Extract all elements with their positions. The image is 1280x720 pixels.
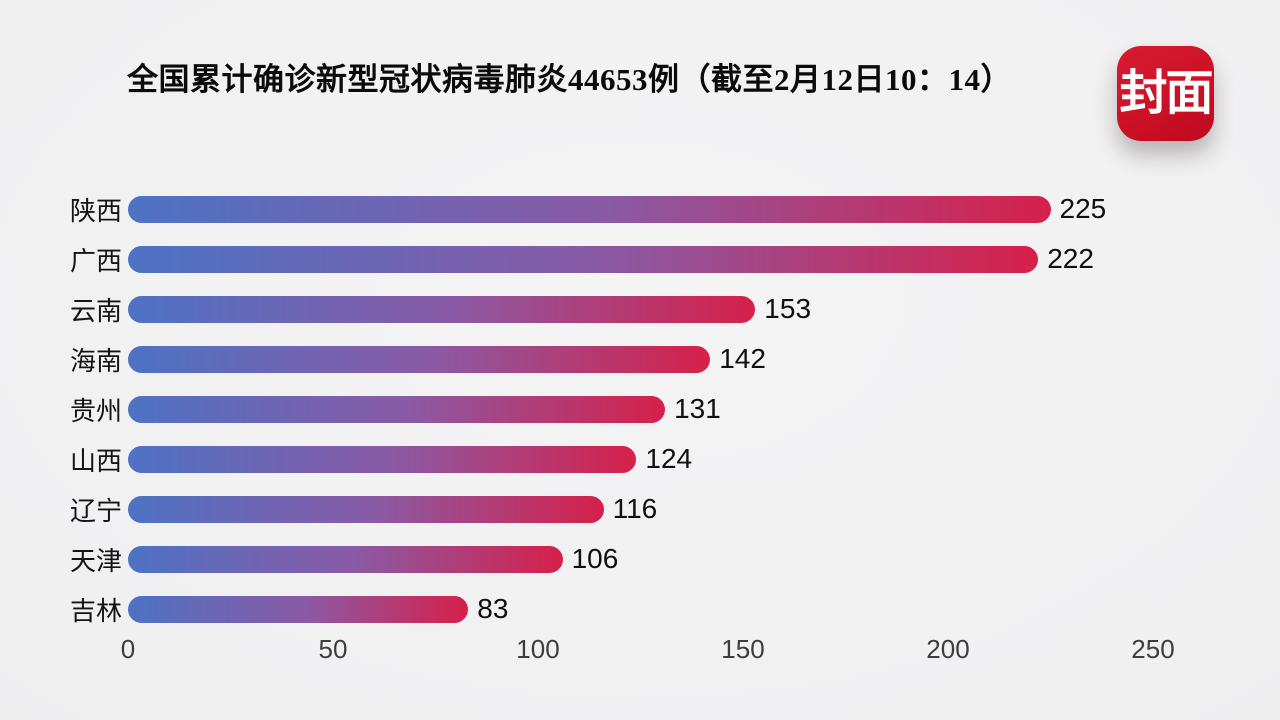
row-plot-track: 83 bbox=[128, 593, 1153, 625]
bar-value-label: 222 bbox=[1047, 243, 1094, 274]
category-label: 云南 bbox=[69, 295, 122, 326]
x-axis-tick-label: 50 bbox=[318, 634, 348, 664]
row-plot-track: 222 bbox=[128, 243, 1153, 275]
chart-row: 陕西 225 bbox=[0, 184, 1280, 234]
bar-value-label: 225 bbox=[1059, 193, 1107, 224]
bar-value-label: 142 bbox=[719, 343, 766, 374]
chart-row: 云南 153 bbox=[0, 284, 1280, 334]
bar bbox=[128, 545, 563, 573]
logo-text: 封面 bbox=[1119, 66, 1213, 120]
chart-row: 辽宁 116 bbox=[0, 484, 1280, 534]
bar bbox=[128, 295, 756, 323]
category-label: 贵州 bbox=[69, 395, 122, 426]
bar-value-label: 153 bbox=[764, 293, 812, 324]
category-label: 辽宁 bbox=[69, 495, 122, 526]
row-plot-track: 225 bbox=[128, 193, 1153, 225]
chart-title: 全国累计确诊新型冠状病毒肺炎44653例（截至2月12日10：14） bbox=[127, 62, 1012, 97]
bar-value-label: 106 bbox=[571, 543, 619, 574]
row-plot-track: 124 bbox=[128, 443, 1153, 475]
chart-row: 海南 142 bbox=[0, 334, 1280, 384]
chart-row: 广西 222 bbox=[0, 234, 1280, 284]
bar bbox=[128, 395, 666, 423]
category-label: 山西 bbox=[69, 445, 122, 476]
category-label: 陕西 bbox=[69, 195, 122, 226]
x-axis-tick-label: 200 bbox=[926, 634, 970, 664]
x-axis: 0 50 100 150 200 250 bbox=[121, 634, 1175, 668]
row-plot-track: 142 bbox=[128, 343, 1153, 375]
x-axis-tick-label: 0 bbox=[120, 634, 136, 664]
bar bbox=[128, 445, 637, 473]
chart-row: 吉林 83 bbox=[0, 584, 1280, 634]
bar-chart-plot-area: 陕西 225 广西 222 云南 153 海南 142 贵州 131 山西 124 辽宁 116 天津 106… bbox=[0, 184, 1280, 634]
chart-row: 山西 124 bbox=[0, 434, 1280, 484]
row-plot-track: 153 bbox=[128, 293, 1153, 325]
x-axis-tick-label: 250 bbox=[1131, 634, 1175, 664]
bar-value-label: 83 bbox=[477, 593, 509, 624]
bar-value-label: 131 bbox=[674, 393, 721, 424]
row-plot-track: 106 bbox=[128, 543, 1153, 575]
category-label: 吉林 bbox=[69, 595, 122, 626]
bar-value-label: 124 bbox=[645, 443, 693, 474]
x-axis-tick-label: 150 bbox=[721, 634, 765, 664]
bar bbox=[128, 245, 1039, 273]
chart-row: 天津 106 bbox=[0, 534, 1280, 584]
category-label: 广西 bbox=[69, 245, 122, 276]
fengmian-news-logo: 封面 bbox=[1117, 46, 1214, 141]
bar bbox=[128, 195, 1051, 223]
chart-row: 贵州 131 bbox=[0, 384, 1280, 434]
category-label: 海南 bbox=[69, 345, 122, 376]
bar-value-label: 116 bbox=[612, 493, 658, 524]
bar bbox=[128, 495, 604, 523]
row-plot-track: 131 bbox=[128, 393, 1153, 425]
bar bbox=[128, 345, 711, 373]
category-label: 天津 bbox=[69, 545, 122, 576]
row-plot-track: 116 bbox=[128, 493, 1153, 525]
x-axis-tick-label: 100 bbox=[516, 634, 560, 664]
bar bbox=[128, 595, 469, 623]
